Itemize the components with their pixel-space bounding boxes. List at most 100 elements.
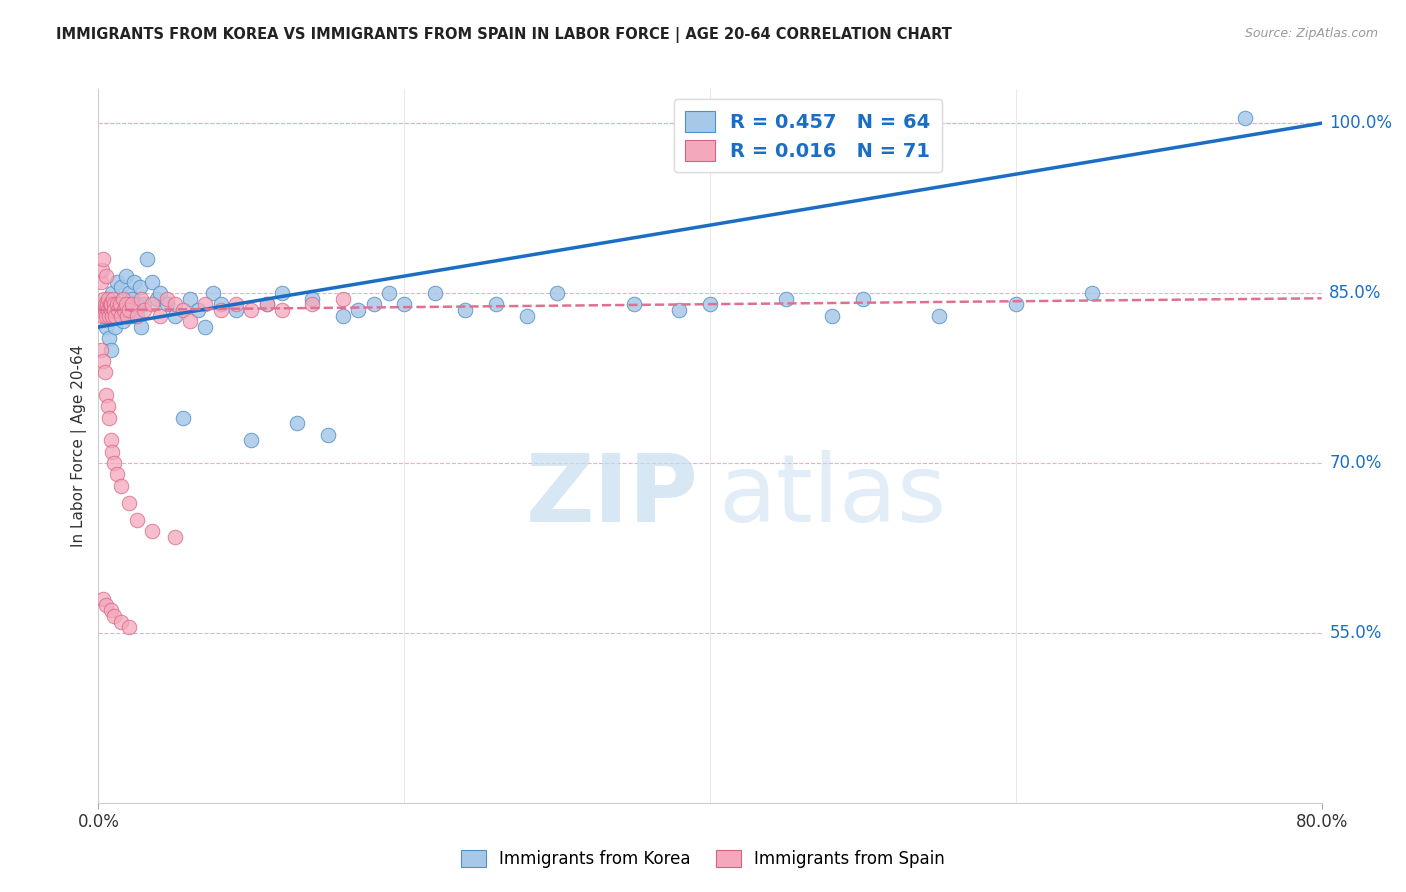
Point (454, 303, 477, 318)
Point (103, 297, 125, 311)
Point (104, 309, 127, 323)
Point (316, 427, 339, 442)
Point (100, 603, 122, 617)
Point (112, 297, 135, 311)
Point (775, 292, 797, 306)
Point (172, 410, 194, 425)
Point (108, 297, 131, 311)
Point (194, 320, 217, 334)
Point (516, 309, 538, 323)
Point (93, 365, 115, 379)
Point (100, 303, 122, 318)
Point (108, 303, 131, 318)
Point (149, 286, 172, 301)
Point (94, 269, 117, 284)
Point (118, 286, 141, 301)
Point (285, 417, 308, 431)
Point (101, 444, 124, 458)
Point (110, 615, 132, 629)
Text: 55.0%: 55.0% (1329, 624, 1382, 642)
Point (105, 467, 128, 482)
Point (91, 591, 114, 606)
Point (111, 292, 134, 306)
Point (240, 434, 263, 448)
Point (125, 513, 148, 527)
Point (485, 297, 508, 311)
Point (91, 303, 114, 318)
Text: IMMIGRANTS FROM KOREA VS IMMIGRANTS FROM SPAIN IN LABOR FORCE | AGE 20-64 CORREL: IMMIGRANTS FROM KOREA VS IMMIGRANTS FROM… (56, 27, 952, 43)
Point (91, 252, 114, 266)
Point (98, 410, 121, 425)
Point (103, 608, 125, 623)
Point (699, 297, 721, 311)
Point (378, 286, 401, 301)
Legend: Immigrants from Korea, Immigrants from Spain: Immigrants from Korea, Immigrants from S… (454, 843, 952, 875)
Point (179, 314, 201, 328)
Point (256, 297, 278, 311)
Point (225, 303, 247, 318)
Point (112, 303, 135, 318)
Point (852, 292, 875, 306)
Point (1004, 297, 1026, 311)
Point (115, 269, 138, 284)
Point (821, 309, 844, 323)
Point (115, 297, 138, 311)
Point (163, 309, 186, 323)
Point (121, 292, 143, 306)
Point (98, 309, 121, 323)
Point (129, 292, 152, 306)
Point (163, 530, 186, 544)
Point (141, 275, 163, 289)
Point (134, 303, 156, 318)
Text: atlas: atlas (718, 450, 946, 542)
Point (270, 303, 294, 318)
Point (100, 343, 122, 357)
Point (209, 297, 232, 311)
Point (124, 309, 146, 323)
Point (145, 292, 167, 306)
Point (93, 303, 115, 318)
Point (97, 297, 120, 311)
Point (156, 297, 179, 311)
Point (423, 286, 446, 301)
Point (90, 275, 112, 289)
Point (103, 456, 125, 470)
Point (332, 309, 354, 323)
Point (163, 297, 186, 311)
Point (301, 297, 323, 311)
Point (98, 297, 121, 311)
Point (90, 343, 112, 357)
Point (94, 309, 117, 323)
Point (668, 303, 690, 318)
Point (121, 297, 143, 311)
Point (110, 478, 132, 492)
Point (392, 297, 416, 311)
Point (128, 280, 150, 294)
Point (90, 303, 112, 318)
Text: 70.0%: 70.0% (1329, 454, 1382, 472)
Text: 85.0%: 85.0% (1329, 284, 1382, 302)
Point (98, 331, 121, 345)
Point (347, 303, 370, 318)
Point (623, 297, 645, 311)
Point (110, 280, 132, 294)
Text: 100.0%: 100.0% (1329, 114, 1392, 132)
Point (101, 286, 124, 301)
Point (91, 309, 114, 323)
Legend: R = 0.457   N = 64, R = 0.016   N = 71: R = 0.457 N = 64, R = 0.016 N = 71 (673, 99, 942, 172)
Point (125, 309, 148, 323)
Point (240, 303, 263, 318)
Point (101, 292, 124, 306)
Point (118, 620, 141, 634)
Point (107, 297, 129, 311)
Point (332, 292, 354, 306)
Point (225, 297, 247, 311)
Y-axis label: In Labor Force | Age 20-64: In Labor Force | Age 20-64 (72, 345, 87, 547)
Point (179, 292, 201, 306)
Point (129, 320, 152, 334)
Point (134, 297, 156, 311)
Point (111, 314, 134, 328)
Point (149, 309, 172, 323)
Point (94, 320, 117, 334)
Point (928, 309, 950, 323)
